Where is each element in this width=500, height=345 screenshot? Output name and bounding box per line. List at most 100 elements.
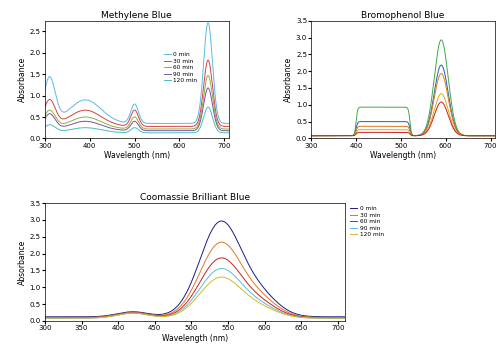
120 min [176,131,182,135]
90 min [126,125,132,129]
60 min [42,113,48,117]
60 min [492,134,498,138]
0 min [186,121,192,126]
120 min [334,316,340,320]
90 min [186,129,192,133]
X-axis label: Wavelength (nm): Wavelength (nm) [370,151,436,160]
30 min [220,124,226,128]
90 min [220,129,226,133]
Line: 90 min: 90 min [45,88,228,131]
60 min [176,127,182,131]
120 min [226,131,232,135]
30 min [58,315,64,319]
0 min [126,113,132,117]
120 min [453,130,459,134]
60 min [132,115,138,119]
60 min [438,71,444,76]
120 min [438,100,444,104]
90 min [334,316,340,320]
30 min [220,124,226,128]
30 min [308,134,314,138]
Line: 60 min: 60 min [312,73,495,136]
90 min [180,307,186,311]
120 min [180,308,186,313]
60 min [334,316,340,320]
90 min [218,266,224,270]
0 min [58,315,64,319]
Line: 30 min: 30 min [312,65,495,136]
30 min [186,124,192,128]
60 min [220,127,226,131]
90 min [308,134,314,138]
30 min [342,315,348,319]
X-axis label: Wavelength (nm): Wavelength (nm) [162,334,228,343]
60 min [398,124,404,128]
90 min [398,128,404,132]
90 min [42,316,48,320]
60 min [226,127,232,131]
0 min [334,315,340,319]
0 min [42,87,48,91]
Line: 0 min: 0 min [45,23,228,124]
120 min [318,134,324,138]
90 min [205,86,211,90]
120 min [220,131,226,135]
30 min [132,108,138,112]
30 min [334,315,340,319]
30 min [334,315,340,319]
30 min [453,126,459,130]
90 min [278,310,284,314]
120 min [487,134,493,138]
Title: Bromophenol Blue: Bromophenol Blue [362,11,445,20]
90 min [334,316,340,320]
90 min [492,134,498,138]
120 min [218,275,224,279]
X-axis label: Wavelength (nm): Wavelength (nm) [104,151,170,160]
0 min [308,134,314,138]
120 min [492,134,498,138]
120 min [486,134,492,138]
0 min [42,315,48,319]
60 min [453,127,459,131]
0 min [176,121,182,126]
60 min [188,295,194,299]
Line: 0 min: 0 min [312,40,495,136]
120 min [205,105,211,109]
0 min [132,102,138,106]
90 min [393,128,399,132]
30 min [486,134,492,138]
120 min [342,316,348,320]
Line: 30 min: 30 min [45,242,345,317]
90 min [188,299,194,303]
60 min [186,127,192,131]
0 min [220,121,226,125]
120 min [278,311,284,315]
60 min [52,113,58,117]
0 min [342,315,348,319]
Y-axis label: Absorbance: Absorbance [284,57,293,102]
0 min [486,134,492,138]
Line: 60 min: 60 min [45,258,345,318]
30 min [176,124,182,128]
0 min [226,121,232,126]
30 min [398,119,404,124]
60 min [180,305,186,309]
90 min [132,119,138,123]
0 min [188,281,194,285]
0 min [438,38,444,42]
60 min [205,73,211,78]
0 min [318,134,324,138]
Legend: 0 min, 30 min, 60 min, 90 min, 120 min: 0 min, 30 min, 60 min, 90 min, 120 min [498,21,500,57]
90 min [52,116,58,120]
120 min [186,131,192,135]
30 min [205,58,211,62]
Y-axis label: Absorbance: Absorbance [18,239,27,285]
120 min [132,126,138,130]
Line: 90 min: 90 min [45,268,345,318]
60 min [393,124,399,128]
60 min [334,316,340,320]
30 min [218,240,224,244]
60 min [342,316,348,320]
60 min [487,134,493,138]
30 min [393,119,399,124]
